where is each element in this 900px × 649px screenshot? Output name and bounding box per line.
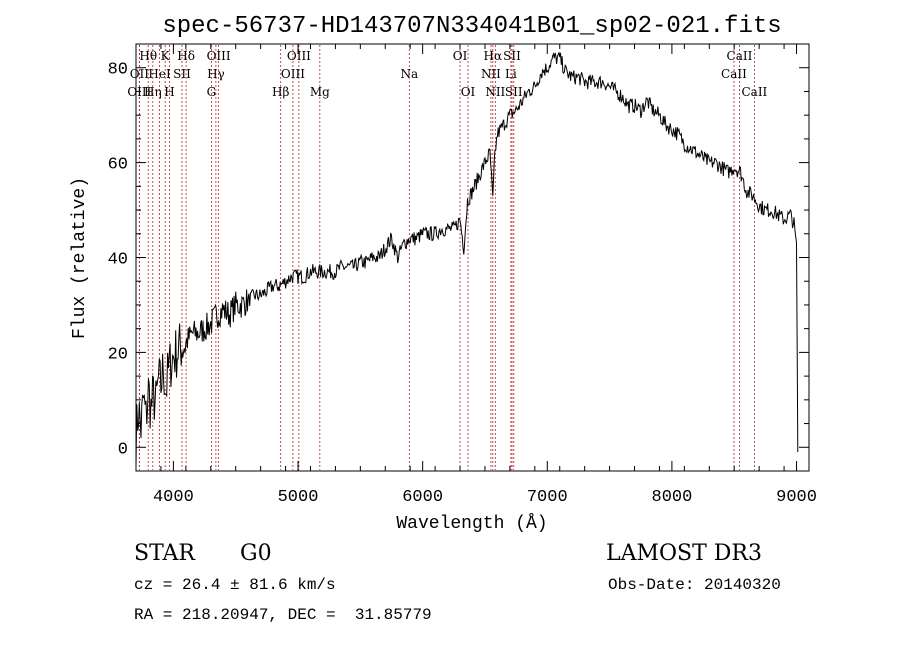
spectral-line-label: OI (453, 49, 468, 63)
spectral-line-label: Hδ (177, 49, 195, 63)
x-tick-label: 8000 (652, 488, 693, 507)
spectral-line-label: OII (130, 67, 150, 81)
spectral-line-label: G (207, 85, 217, 99)
x-tick-label: 4000 (153, 488, 194, 507)
spectral-line-label: CaII (727, 49, 753, 63)
spectral-line-label: SII (505, 85, 523, 99)
y-axis-label: Flux (relative) (70, 177, 90, 339)
spectral-line-label: K (161, 49, 171, 63)
spectral-line-label: SII (173, 67, 191, 81)
x-tick-label: 7000 (527, 488, 568, 507)
x-tick-label: 9000 (776, 488, 817, 507)
spectral-line-label: CaII (741, 85, 767, 99)
y-axis-ticks: 0 20 40 60 80 (108, 43, 809, 472)
object-class: STAR (134, 541, 196, 566)
spectral-line-label: Hη (144, 85, 162, 99)
spectral-line-label: SII (503, 49, 521, 63)
spectral-line-label: CaII (721, 67, 747, 81)
flux-series-line (135, 52, 799, 467)
spectral-line-label: OIII (287, 49, 311, 63)
spectral-line-label: HeI (148, 67, 171, 81)
spectral-line-label: Hγ (207, 67, 225, 81)
spectral-line-label: NII (485, 85, 505, 99)
redshift-cz: cz = 26.4 ± 81.6 km/s (134, 576, 336, 594)
y-tick-label: 40 (108, 251, 128, 270)
spectral-line-label: Hα (484, 49, 503, 63)
spectral-line-label: OIII (281, 67, 305, 81)
spectral-line-label: OI (461, 85, 476, 99)
coordinates: RA = 218.20947, DEC = 31.85779 (134, 606, 432, 624)
object-subclass: G0 (240, 541, 272, 566)
spectral-line-label: NII (481, 67, 501, 81)
spectral-line-label: OIII (127, 85, 151, 99)
spectral-line-label: OIII (207, 49, 231, 63)
y-tick-label: 80 (108, 61, 128, 80)
x-axis-label: Wavelength (Å) (396, 513, 547, 534)
survey-name: LAMOST DR3 (606, 541, 762, 566)
plot-frame (135, 43, 810, 472)
spectral-line-label: H (164, 85, 174, 99)
spectral-line-markers (138, 45, 755, 470)
spectral-line-label: Hθ (139, 49, 157, 63)
spectral-line-label: Na (400, 67, 418, 81)
x-axis-ticks: 4000 5000 6000 7000 8000 9000 (135, 44, 817, 507)
x-tick-label: 6000 (402, 488, 443, 507)
observation-date: Obs-Date: 20140320 (608, 576, 781, 594)
spectral-line-label: Hβ (272, 85, 289, 99)
y-tick-label: 0 (118, 440, 128, 459)
x-tick-label: 5000 (278, 488, 319, 507)
spectral-line-label: Li (505, 67, 517, 81)
chart-title: spec-56737-HD143707N334041B01_sp02-021.f… (162, 13, 781, 40)
y-tick-label: 60 (108, 156, 128, 175)
y-tick-label: 20 (108, 345, 128, 364)
spectral-line-label: Mg (310, 85, 330, 99)
